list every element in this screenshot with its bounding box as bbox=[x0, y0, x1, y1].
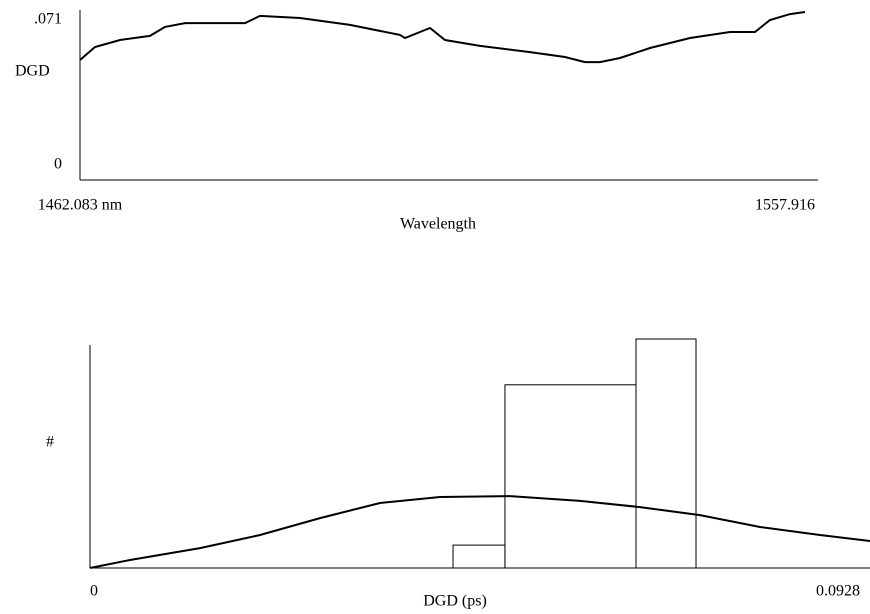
histogram-bar bbox=[452, 544, 506, 569]
x-tick-label: 1557.916 bbox=[755, 197, 815, 214]
histogram-bar bbox=[504, 384, 637, 569]
histogram-bar bbox=[635, 338, 697, 569]
fit-curve bbox=[89, 495, 870, 569]
x-tick-label: 1462.083 nm bbox=[38, 197, 123, 214]
y-axis-label: DGD bbox=[15, 63, 50, 80]
y-axis-label: # bbox=[46, 434, 54, 451]
x-axis-label: DGD (ps) bbox=[423, 593, 487, 610]
y-tick-label: .071 bbox=[34, 11, 62, 28]
x-tick-label: 0.0928 bbox=[816, 583, 860, 600]
dgd-line bbox=[79, 11, 806, 64]
y-tick-label: 0 bbox=[54, 156, 62, 173]
x-tick-label: 0 bbox=[90, 583, 98, 600]
x-axis-label: Wavelength bbox=[400, 216, 476, 233]
